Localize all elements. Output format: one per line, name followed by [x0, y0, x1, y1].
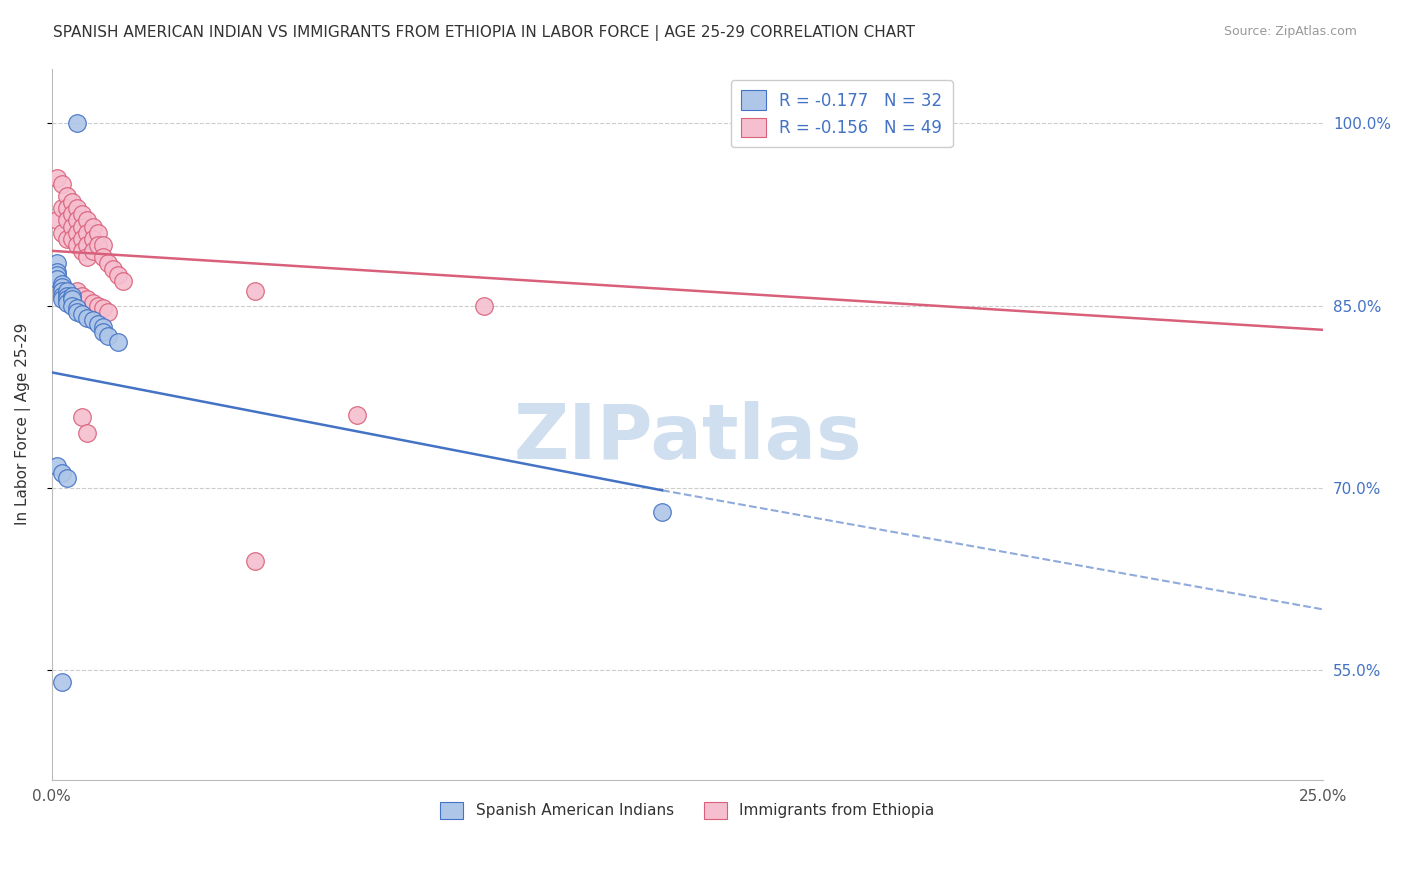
Point: [56, 202, 79, 216]
Point: [56, 189, 79, 203]
Point: [86, 226, 108, 240]
Point: [60, 232, 83, 246]
Point: [60, 195, 83, 210]
Point: [86, 237, 108, 252]
Point: [76, 293, 98, 307]
Point: [56, 232, 79, 246]
Point: [66, 301, 89, 315]
Point: [651, 505, 673, 519]
Point: [51, 293, 73, 307]
Point: [91, 250, 114, 264]
Point: [91, 301, 114, 315]
Point: [76, 226, 98, 240]
Point: [56, 293, 79, 307]
Point: [45, 256, 67, 270]
Text: SPANISH AMERICAN INDIAN VS IMMIGRANTS FROM ETHIOPIA IN LABOR FORCE | AGE 25-29 C: SPANISH AMERICAN INDIAN VS IMMIGRANTS FR…: [53, 25, 915, 41]
Point: [60, 219, 83, 234]
Point: [66, 237, 89, 252]
Point: [107, 268, 129, 282]
Point: [245, 284, 267, 298]
Point: [66, 284, 89, 298]
Point: [66, 226, 89, 240]
Point: [82, 313, 104, 327]
Point: [60, 299, 83, 313]
Point: [51, 226, 73, 240]
Point: [82, 296, 104, 310]
Point: [86, 299, 108, 313]
Point: [60, 207, 83, 221]
Point: [45, 268, 67, 282]
Point: [51, 277, 73, 291]
Point: [82, 244, 104, 258]
Point: [66, 202, 89, 216]
Point: [97, 304, 120, 318]
Point: [76, 426, 98, 441]
Point: [56, 284, 79, 298]
Point: [56, 471, 79, 485]
Point: [56, 213, 79, 227]
Point: [97, 329, 120, 343]
Point: [82, 232, 104, 246]
Point: [51, 675, 73, 690]
Text: ZIPatlas: ZIPatlas: [513, 401, 862, 475]
Point: [72, 207, 94, 221]
Point: [66, 116, 89, 130]
Point: [82, 219, 104, 234]
Point: [91, 326, 114, 340]
Point: [51, 177, 73, 191]
Point: [91, 320, 114, 334]
Point: [72, 410, 94, 425]
Point: [472, 299, 495, 313]
Point: [51, 289, 73, 303]
Point: [45, 264, 67, 278]
Point: [76, 213, 98, 227]
Point: [51, 284, 73, 298]
Point: [60, 293, 83, 307]
Point: [76, 250, 98, 264]
Point: [66, 213, 89, 227]
Point: [72, 289, 94, 303]
Point: [56, 296, 79, 310]
Point: [101, 262, 124, 277]
Point: [346, 408, 368, 422]
Point: [72, 219, 94, 234]
Point: [91, 237, 114, 252]
Point: [60, 289, 83, 303]
Point: [76, 237, 98, 252]
Point: [66, 304, 89, 318]
Point: [107, 334, 129, 349]
Point: [245, 554, 267, 568]
Point: [45, 170, 67, 185]
Point: [45, 213, 67, 227]
Point: [97, 256, 120, 270]
Point: [86, 317, 108, 331]
Point: [112, 274, 135, 288]
Point: [72, 232, 94, 246]
Legend: Spanish American Indians, Immigrants from Ethiopia: Spanish American Indians, Immigrants fro…: [434, 796, 941, 825]
Point: [51, 467, 73, 481]
Text: Source: ZipAtlas.com: Source: ZipAtlas.com: [1223, 25, 1357, 38]
Point: [45, 272, 67, 286]
Point: [51, 202, 73, 216]
Point: [76, 310, 98, 325]
Point: [51, 280, 73, 294]
Y-axis label: In Labor Force | Age 25-29: In Labor Force | Age 25-29: [15, 323, 31, 525]
Point: [72, 307, 94, 321]
Point: [45, 458, 67, 473]
Point: [56, 289, 79, 303]
Point: [72, 244, 94, 258]
